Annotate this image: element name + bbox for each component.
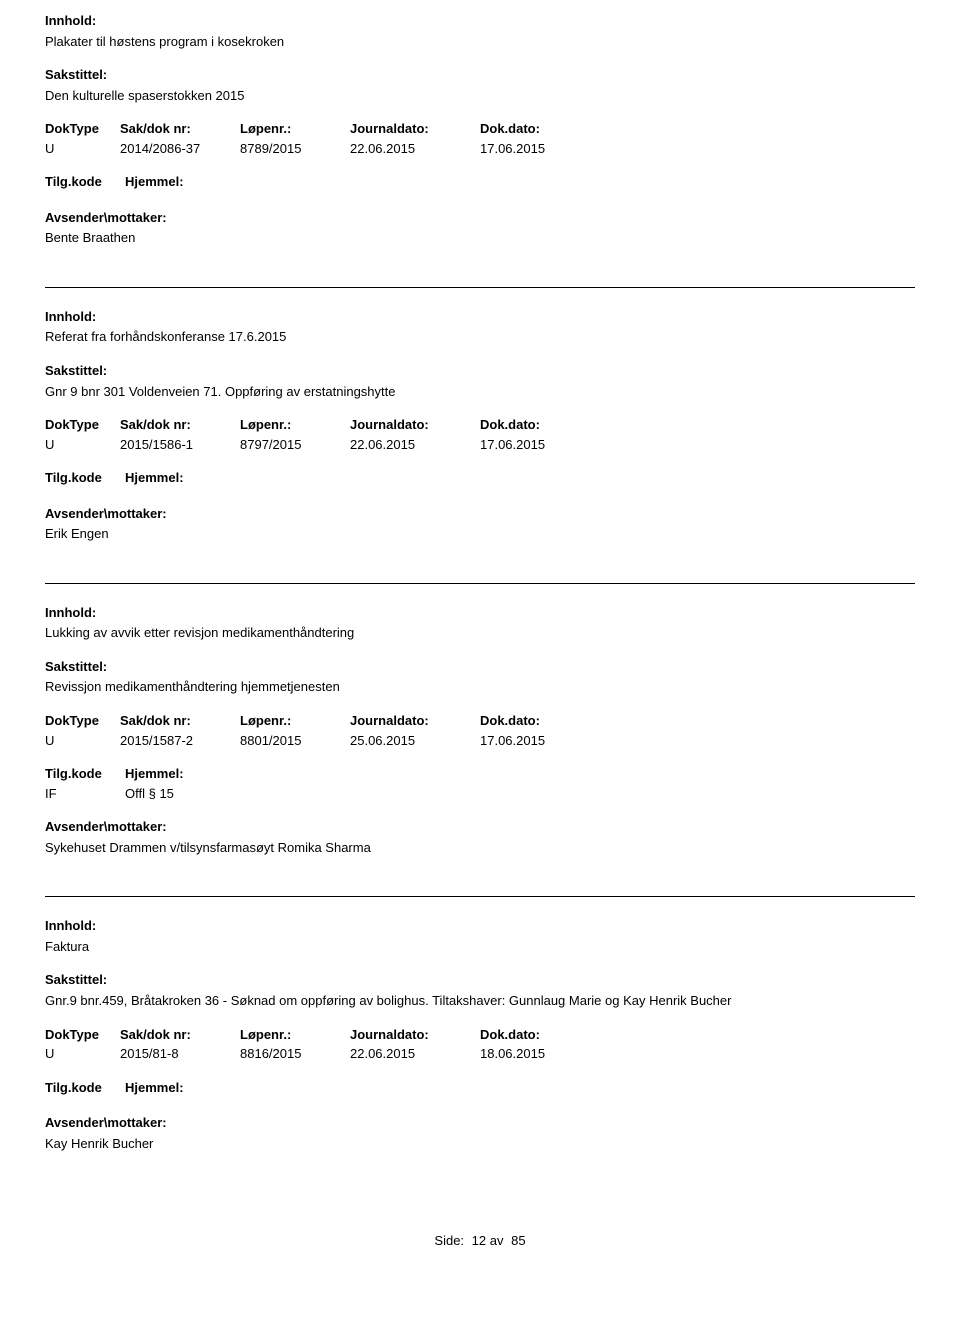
col-hjemmel-label: Hjemmel: xyxy=(125,469,915,487)
col-hjemmel-label: Hjemmel: xyxy=(125,765,915,783)
hjemmel-value: Offl § 15 xyxy=(125,785,915,803)
row-header: DokTypeSak/dok nr:Løpenr.:Journaldato:Do… xyxy=(45,1026,915,1044)
col-hjemmel-label: Hjemmel: xyxy=(125,173,915,191)
row-data: U2015/81-88816/201522.06.201518.06.2015 xyxy=(45,1045,915,1063)
col-tilgkode-label: Tilg.kode xyxy=(45,765,125,783)
col-doktype-label: DokType xyxy=(45,712,120,730)
sakdok-value: 2015/1586-1 xyxy=(120,436,240,454)
col-doktype-label: DokType xyxy=(45,416,120,434)
col-journal-label: Journaldato: xyxy=(350,120,480,138)
row-header: DokTypeSak/dok nr:Løpenr.:Journaldato:Do… xyxy=(45,712,915,730)
col-sakdok-label: Sak/dok nr: xyxy=(120,712,240,730)
journal-value: 22.06.2015 xyxy=(350,436,480,454)
doktype-value: U xyxy=(45,732,120,750)
col-hjemmel-label: Hjemmel: xyxy=(125,1079,915,1097)
sakstittel-value: Gnr.9 bnr.459, Bråtakroken 36 - Søknad o… xyxy=(45,992,915,1010)
tilg-header: Tilg.kodeHjemmel: xyxy=(45,469,915,487)
col-dokdato-label: Dok.dato: xyxy=(480,712,600,730)
col-sakdok-label: Sak/dok nr: xyxy=(120,120,240,138)
doktype-value: U xyxy=(45,1045,120,1063)
col-journal-label: Journaldato: xyxy=(350,1026,480,1044)
col-tilgkode-label: Tilg.kode xyxy=(45,173,125,191)
tilg-header: Tilg.kodeHjemmel: xyxy=(45,765,915,783)
innhold-value: Referat fra forhåndskonferanse 17.6.2015 xyxy=(45,328,915,346)
col-sakdok-label: Sak/dok nr: xyxy=(120,416,240,434)
innhold-label: Innhold: xyxy=(45,917,915,935)
innhold-value: Faktura xyxy=(45,938,915,956)
sakstittel-value: Revissjon medikamenthåndtering hjemmetje… xyxy=(45,678,915,696)
tilg-row: IFOffl § 15 xyxy=(45,785,915,803)
row-data: U2015/1587-28801/201525.06.201517.06.201… xyxy=(45,732,915,750)
page-footer: Side: 12 av 85 xyxy=(45,1232,915,1250)
col-dokdato-label: Dok.dato: xyxy=(480,416,600,434)
tilg-header: Tilg.kodeHjemmel: xyxy=(45,173,915,191)
avsender-label: Avsender\mottaker: xyxy=(45,1114,915,1132)
journal-record: Innhold: Faktura Sakstittel: Gnr.9 bnr.459,… xyxy=(45,896,915,1152)
innhold-value: Lukking av avvik etter revisjon medikame… xyxy=(45,624,915,642)
lopenr-value: 8789/2015 xyxy=(240,140,350,158)
tilgkode-value: IF xyxy=(45,785,125,803)
col-lopenr-label: Løpenr.: xyxy=(240,416,350,434)
journal-record: Innhold: Plakater til høstens program i k… xyxy=(45,12,915,247)
col-journal-label: Journaldato: xyxy=(350,712,480,730)
col-doktype-label: DokType xyxy=(45,120,120,138)
tilg-header: Tilg.kodeHjemmel: xyxy=(45,1079,915,1097)
journal-value: 22.06.2015 xyxy=(350,1045,480,1063)
innhold-value: Plakater til høstens program i kosekroke… xyxy=(45,33,915,51)
doktype-value: U xyxy=(45,140,120,158)
innhold-label: Innhold: xyxy=(45,308,915,326)
innhold-label: Innhold: xyxy=(45,12,915,30)
footer-label: Side: xyxy=(434,1233,464,1248)
dokdato-value: 17.06.2015 xyxy=(480,436,600,454)
journal-record: Innhold: Referat fra forhåndskonferanse 1… xyxy=(45,287,915,543)
sakstittel-label: Sakstittel: xyxy=(45,658,915,676)
lopenr-value: 8801/2015 xyxy=(240,732,350,750)
lopenr-value: 8797/2015 xyxy=(240,436,350,454)
col-journal-label: Journaldato: xyxy=(350,416,480,434)
journal-value: 25.06.2015 xyxy=(350,732,480,750)
innhold-label: Innhold: xyxy=(45,604,915,622)
row-data: U2015/1586-18797/201522.06.201517.06.201… xyxy=(45,436,915,454)
col-dokdato-label: Dok.dato: xyxy=(480,1026,600,1044)
sakstittel-label: Sakstittel: xyxy=(45,66,915,84)
sakstittel-label: Sakstittel: xyxy=(45,971,915,989)
row-header: DokTypeSak/dok nr:Løpenr.:Journaldato:Do… xyxy=(45,416,915,434)
row-header: DokTypeSak/dok nr:Løpenr.:Journaldato:Do… xyxy=(45,120,915,138)
avsender-value: Bente Braathen xyxy=(45,229,915,247)
avsender-label: Avsender\mottaker: xyxy=(45,818,915,836)
col-lopenr-label: Løpenr.: xyxy=(240,1026,350,1044)
sakdok-value: 2015/81-8 xyxy=(120,1045,240,1063)
col-tilgkode-label: Tilg.kode xyxy=(45,1079,125,1097)
dokdato-value: 17.06.2015 xyxy=(480,732,600,750)
sakstittel-label: Sakstittel: xyxy=(45,362,915,380)
dokdato-value: 18.06.2015 xyxy=(480,1045,600,1063)
footer-page: 12 av xyxy=(472,1233,504,1248)
sakdok-value: 2014/2086-37 xyxy=(120,140,240,158)
sakstittel-value: Gnr 9 bnr 301 Voldenveien 71. Oppføring … xyxy=(45,383,915,401)
sakdok-value: 2015/1587-2 xyxy=(120,732,240,750)
footer-total: 85 xyxy=(511,1233,525,1248)
dokdato-value: 17.06.2015 xyxy=(480,140,600,158)
journal-value: 22.06.2015 xyxy=(350,140,480,158)
avsender-value: Sykehuset Drammen v/tilsynsfarmasøyt Rom… xyxy=(45,839,915,857)
col-tilgkode-label: Tilg.kode xyxy=(45,469,125,487)
avsender-label: Avsender\mottaker: xyxy=(45,505,915,523)
doktype-value: U xyxy=(45,436,120,454)
sakstittel-value: Den kulturelle spaserstokken 2015 xyxy=(45,87,915,105)
row-data: U2014/2086-378789/201522.06.201517.06.20… xyxy=(45,140,915,158)
col-dokdato-label: Dok.dato: xyxy=(480,120,600,138)
avsender-label: Avsender\mottaker: xyxy=(45,209,915,227)
avsender-value: Erik Engen xyxy=(45,525,915,543)
lopenr-value: 8816/2015 xyxy=(240,1045,350,1063)
journal-record: Innhold: Lukking av avvik etter revisjon … xyxy=(45,583,915,856)
col-doktype-label: DokType xyxy=(45,1026,120,1044)
col-lopenr-label: Løpenr.: xyxy=(240,120,350,138)
avsender-value: Kay Henrik Bucher xyxy=(45,1135,915,1153)
col-sakdok-label: Sak/dok nr: xyxy=(120,1026,240,1044)
col-lopenr-label: Løpenr.: xyxy=(240,712,350,730)
